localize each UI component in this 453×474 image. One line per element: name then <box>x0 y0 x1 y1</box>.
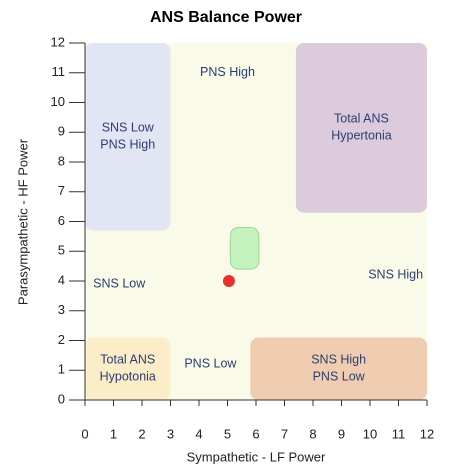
y-tick-label: 12 <box>51 34 65 49</box>
y-tick-label: 6 <box>58 213 65 228</box>
x-axis-label: Sympathetic - LF Power <box>187 449 326 464</box>
y-axis-label: Parasympathetic - HF Power <box>15 138 30 305</box>
x-tick-label: 9 <box>338 426 345 441</box>
x-tick-label: 8 <box>309 426 316 441</box>
y-tick-label: 1 <box>58 362 65 377</box>
y-tick-label: 5 <box>58 243 65 258</box>
x-tick-label: 10 <box>363 426 377 441</box>
x-tick-label: 6 <box>252 426 259 441</box>
x-tick-label: 7 <box>281 426 288 441</box>
annotation: PNS Low <box>184 357 237 371</box>
region-label: Total ANS <box>100 353 155 367</box>
x-tick-label: 4 <box>195 426 202 441</box>
y-tick-label: 7 <box>58 183 65 198</box>
chart-title: ANS Balance Power <box>150 9 302 26</box>
region-label: SNS High <box>311 353 366 367</box>
y-tick-label: 3 <box>58 302 65 317</box>
x-tick-label: 11 <box>392 426 406 441</box>
point <box>222 275 235 287</box>
region <box>85 43 171 231</box>
x-tick-label: 5 <box>224 426 231 441</box>
y-tick-label: 8 <box>58 153 65 168</box>
y-tick-label: 4 <box>58 272 65 287</box>
region-label: PNS Low <box>313 370 366 384</box>
x-tick-label: 2 <box>138 426 145 441</box>
region-label: Hypotonia <box>100 370 156 384</box>
region <box>250 337 427 400</box>
y-tick-label: 9 <box>58 124 65 139</box>
region <box>229 226 260 270</box>
annotation: PNS High <box>200 65 255 79</box>
region <box>295 43 427 213</box>
annotation: SNS High <box>368 267 423 281</box>
region-label: PNS High <box>100 138 155 152</box>
y-tick-label: 10 <box>51 94 65 109</box>
x-tick-label: 0 <box>81 426 88 441</box>
region <box>85 337 171 400</box>
y-tick-label: 0 <box>58 391 65 406</box>
annotation: SNS Low <box>93 276 146 290</box>
y-tick-label: 2 <box>58 332 65 347</box>
x-tick-label: 12 <box>420 426 434 441</box>
region-label: Hypertonia <box>331 129 391 143</box>
region-label: SNS Low <box>102 121 155 135</box>
x-tick-label: 3 <box>167 426 174 441</box>
region-label: Total ANS <box>334 112 389 126</box>
y-tick-label: 11 <box>52 64 66 79</box>
x-tick-label: 1 <box>110 426 117 441</box>
